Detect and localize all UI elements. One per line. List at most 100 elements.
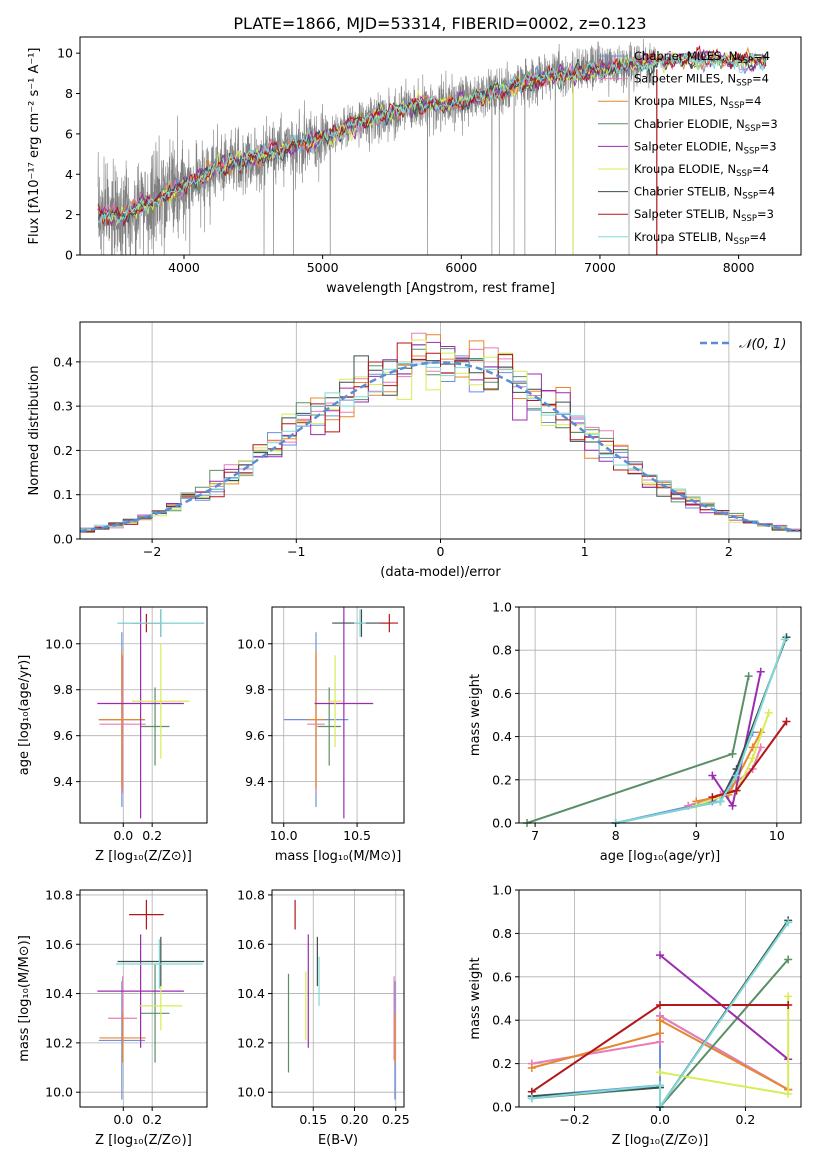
weight-line [659,954,789,1061]
x-tick-label: 0.0 [650,1112,670,1127]
weight-marker [784,992,793,1001]
legend-entry: Salpeter ELODIE, NSSP=3 [634,139,777,156]
weight-marker [656,1016,664,1025]
error-bar-point [307,650,325,789]
y-tick-label: 0.4 [492,1013,512,1028]
legend-entry: Chabrier STELIB, NSSP=4 [634,185,775,202]
y-tick-label: 10.4 [237,986,265,1001]
y-axis-label: mass weight [468,957,483,1039]
x-tick-label: 10 [769,828,785,843]
legend-entry: Kroupa STELIB, NSSP=4 [634,230,766,247]
weight-marker [728,801,737,810]
y-tick-label: 0.2 [492,1056,512,1071]
weight-line [695,712,770,807]
legend-entry: Chabrier MILES, NSSP=4 [634,49,770,66]
spectrum-panel: 4000 5000 6000 7000 8000 0 2 4 6 8 10 wavelength [A… [27,36,802,296]
y-tick-label: 9.8 [245,682,265,697]
x-tick-label: 10.5 [343,828,371,843]
y-tick-label: 4 [65,167,73,182]
error-bar-point [129,899,164,930]
weight-marker [732,771,741,780]
weight-line [531,1018,789,1091]
weight-marker [744,672,753,681]
y-axis-label: Flux [fλ10⁻¹⁷ erg cm⁻² s⁻¹ A⁻¹] [27,48,42,245]
axes-frame [79,889,208,1108]
x-axis-label: Z [log₁₀(Z/Z⊙)] [95,849,192,864]
weight-marker [784,1001,793,1010]
x-tick-label: 0.2 [142,828,162,843]
weight-marker [764,708,773,717]
y-tick-label: 0 [65,248,73,263]
weight-marker [732,786,741,795]
x-tick-label: −0.2 [559,1112,589,1127]
legend-entry: Salpeter MILES, NSSP=4 [634,72,769,89]
error-bar-point [117,936,205,987]
x-axis-label: Z [log₁₀(Z/Z⊙)] [95,1133,192,1148]
y-tick-label: 10.8 [45,887,73,902]
x-tick-label: 0.2 [142,1112,162,1127]
x-tick-label: 7000 [584,260,616,275]
model-spectrum-line [97,45,767,227]
x-tick-label: 4000 [168,260,200,275]
x-tick-label: 0 [437,544,445,559]
x-tick-label: 0.0 [113,1112,133,1127]
normal-curve [80,361,799,533]
y-tick-label: 9.6 [245,728,265,743]
x-tick-label: 0.15 [299,1112,327,1127]
y-tick-label: 10.4 [45,986,73,1001]
mass-weight-vs-age-panel: 7 8 9 10 0.0 0.2 0.4 0.6 0.8 1.0 age [log₁₀(age/yr… [468,600,802,864]
x-tick-label: 9 [692,828,700,843]
y-tick-label: 0.3 [53,399,73,414]
weight-marker [708,793,717,802]
y-tick-label: 0.2 [492,772,512,787]
weight-marker [527,1094,536,1103]
x-axis-label: age [log₁₀(age/yr)] [600,849,721,864]
legend-entry: 𝒩(0, 1) [739,337,786,352]
error-bar-point [131,643,190,759]
age-vs-mass-panel: 10.0 10.5 9.4 9.6 9.8 10.0 mass [log₁₀(M/M⊙)] [237,606,405,864]
x-tick-label: 8 [612,828,620,843]
x-axis-label: Z [log₁₀(Z/Z⊙)] [612,1133,709,1148]
x-tick-label: 5000 [307,260,339,275]
error-bar-point [139,981,183,1031]
error-bar-point [314,607,374,819]
y-tick-label: 0.0 [492,1100,512,1115]
x-tick-label: 8000 [723,260,755,275]
y-tick-label: 0.0 [53,532,73,547]
weight-line [615,639,786,823]
weight-marker [782,717,791,726]
mass-vs-metallicity-panel: 0.0 0.2 10.0 10.2 10.4 10.6 10.8 Z [log₁₀(Z/Z⊙)… [17,887,208,1148]
y-tick-label: 9.6 [53,728,73,743]
axes-frame [271,606,405,824]
x-tick-label: 1 [581,544,589,559]
legend-entry: Kroupa MILES, NSSP=4 [634,94,761,111]
weight-marker [748,754,757,763]
axes-frame [271,889,405,1108]
y-tick-label: 1.0 [492,600,512,615]
x-axis-label: E(B-V) [318,1133,358,1148]
weight-marker [756,667,765,676]
weight-marker [656,1037,664,1046]
y-tick-label: 8 [65,86,73,101]
figure-title: PLATE=1866, MJD=53314, FIBERID=0002, z=0… [233,14,646,33]
error-bar-point [380,613,399,633]
y-tick-label: 0.4 [53,354,73,369]
weight-marker [656,1029,664,1038]
y-axis-label: Normed distribution [27,366,42,496]
mass-vs-ebv-panel: 0.15 0.20 0.25 10.0 10.2 10.4 10.6 10.8 E(B-V) [237,887,410,1148]
observed-spectrum-line [97,38,656,255]
age-vs-metallicity-panel: 0.0 0.2 9.4 9.6 9.8 10.0 Z [log₁₀(Z/Z⊙)] age [l… [17,606,208,864]
error-bar-point [140,687,170,766]
mass-weight-vs-metallicity-panel: −0.2 0.0 0.2 0.0 0.2 0.4 0.6 0.8 1.0 Z [log₁₀(Z/Z… [468,883,802,1148]
weight-marker [784,955,793,964]
y-axis-label: age [log₁₀(age/yr)] [17,655,32,776]
error-bar-point [98,650,145,789]
axes-frame [518,606,802,824]
axes-frame [79,36,802,256]
residual-histogram-panel: −2 −1 0 1 2 0.0 0.1 0.2 0.3 0.4 (data-model)/error… [27,321,802,580]
error-bar-point [317,687,341,766]
legend-entry: Salpeter STELIB, NSSP=3 [634,207,774,224]
histogram-step [80,341,801,532]
y-tick-label: 0.6 [492,969,512,984]
